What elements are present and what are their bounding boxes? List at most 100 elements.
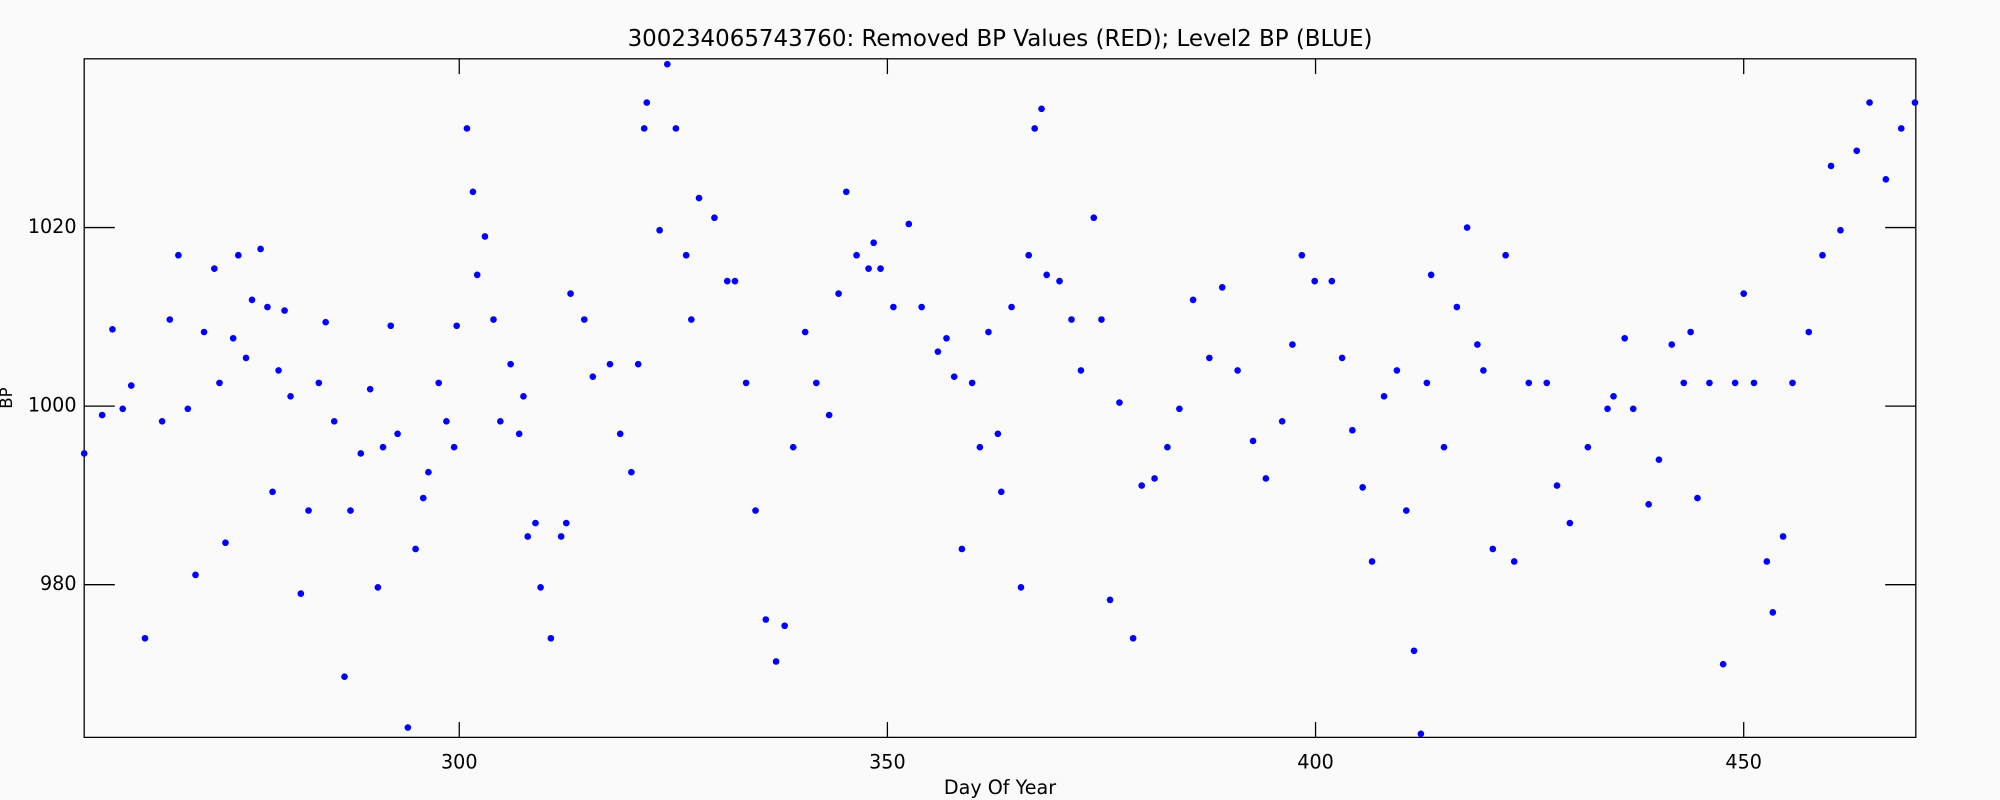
data-point [1368,558,1376,565]
data-point [958,545,966,553]
data-point [322,318,329,326]
data-point [1819,251,1826,259]
data-point [1116,399,1123,406]
data-point [1289,341,1296,348]
data-point [695,194,703,202]
data-point [762,616,770,623]
data-point [1234,367,1241,374]
data-point [166,316,174,323]
data-point [1719,660,1727,668]
data-point [1553,482,1561,489]
data-point [1805,328,1813,336]
data-point [1298,251,1306,259]
data-point [497,417,504,425]
data-point [305,507,312,514]
data-point [200,328,208,336]
data-point [664,60,671,68]
data-point [269,488,276,496]
data-point [1328,277,1336,285]
data-point [1417,730,1425,738]
data-point [175,251,182,259]
data-point [1338,354,1346,362]
x-tick-label: 450 [1725,750,1762,773]
data-point [1827,162,1835,170]
data-point [1311,277,1319,285]
data-point [211,265,218,272]
data-point [801,328,809,336]
data-point [1410,647,1418,655]
data-point [184,405,192,413]
data-point [723,277,731,285]
data-point [469,188,477,196]
data-point [229,334,237,342]
y-tick-label: 1020 [28,215,77,238]
data-point [835,290,842,297]
data-point [890,303,897,311]
data-point [1017,584,1025,591]
data-point [789,443,797,451]
data-point [473,271,481,279]
data-point [1151,475,1158,482]
data-point [1680,379,1688,387]
data-point [1249,437,1257,445]
data-point [1427,271,1435,279]
data-point [1584,443,1592,451]
data-point [330,417,338,425]
data-point [1629,405,1637,413]
data-point [682,251,690,259]
data-point [1566,519,1574,527]
data-point [1763,558,1771,565]
data-point [443,417,450,425]
data-point [994,430,1002,438]
data-point [1423,379,1431,387]
data-point [80,450,88,457]
x-axis-label: Day Of Year [944,776,1056,799]
data-point [1463,224,1471,231]
data-point [1731,379,1739,387]
data-point [1218,284,1226,291]
data-point [1206,354,1213,362]
data-point [934,348,942,355]
data-point [870,239,878,247]
data-point [248,296,256,304]
data-point [450,443,458,451]
data-point [1866,99,1873,106]
data-point [425,468,432,476]
data-point [192,571,199,579]
data-point [865,265,872,272]
data-point [1882,176,1890,183]
data-point [905,220,913,228]
data-point [435,379,443,387]
data-point [1510,558,1518,565]
data-point [1077,367,1085,374]
data-point [589,373,597,380]
data-point [1525,379,1533,387]
data-point [853,251,860,259]
data-point [687,316,695,323]
data-point [315,379,323,387]
data-point [985,328,992,336]
data-point [547,634,555,642]
chart-title: 300234065743760: Removed BP Values (RED)… [628,26,1373,52]
data-point [1610,392,1617,400]
data-point [419,494,427,502]
data-point [1402,507,1410,514]
data-point [374,584,382,591]
data-point [562,519,570,527]
data-point [297,590,305,597]
data-point [1694,494,1701,502]
data-point [742,379,750,387]
data-point [463,125,471,132]
plot-frame [83,58,1917,739]
data-point [918,303,925,311]
data-point [1129,634,1137,642]
y-axis-label: BP [0,387,16,408]
data-point [1687,328,1694,336]
data-point [1740,290,1748,297]
data-point [1090,214,1098,222]
data-point [656,226,663,234]
data-point [387,322,395,330]
data-point [731,277,739,285]
